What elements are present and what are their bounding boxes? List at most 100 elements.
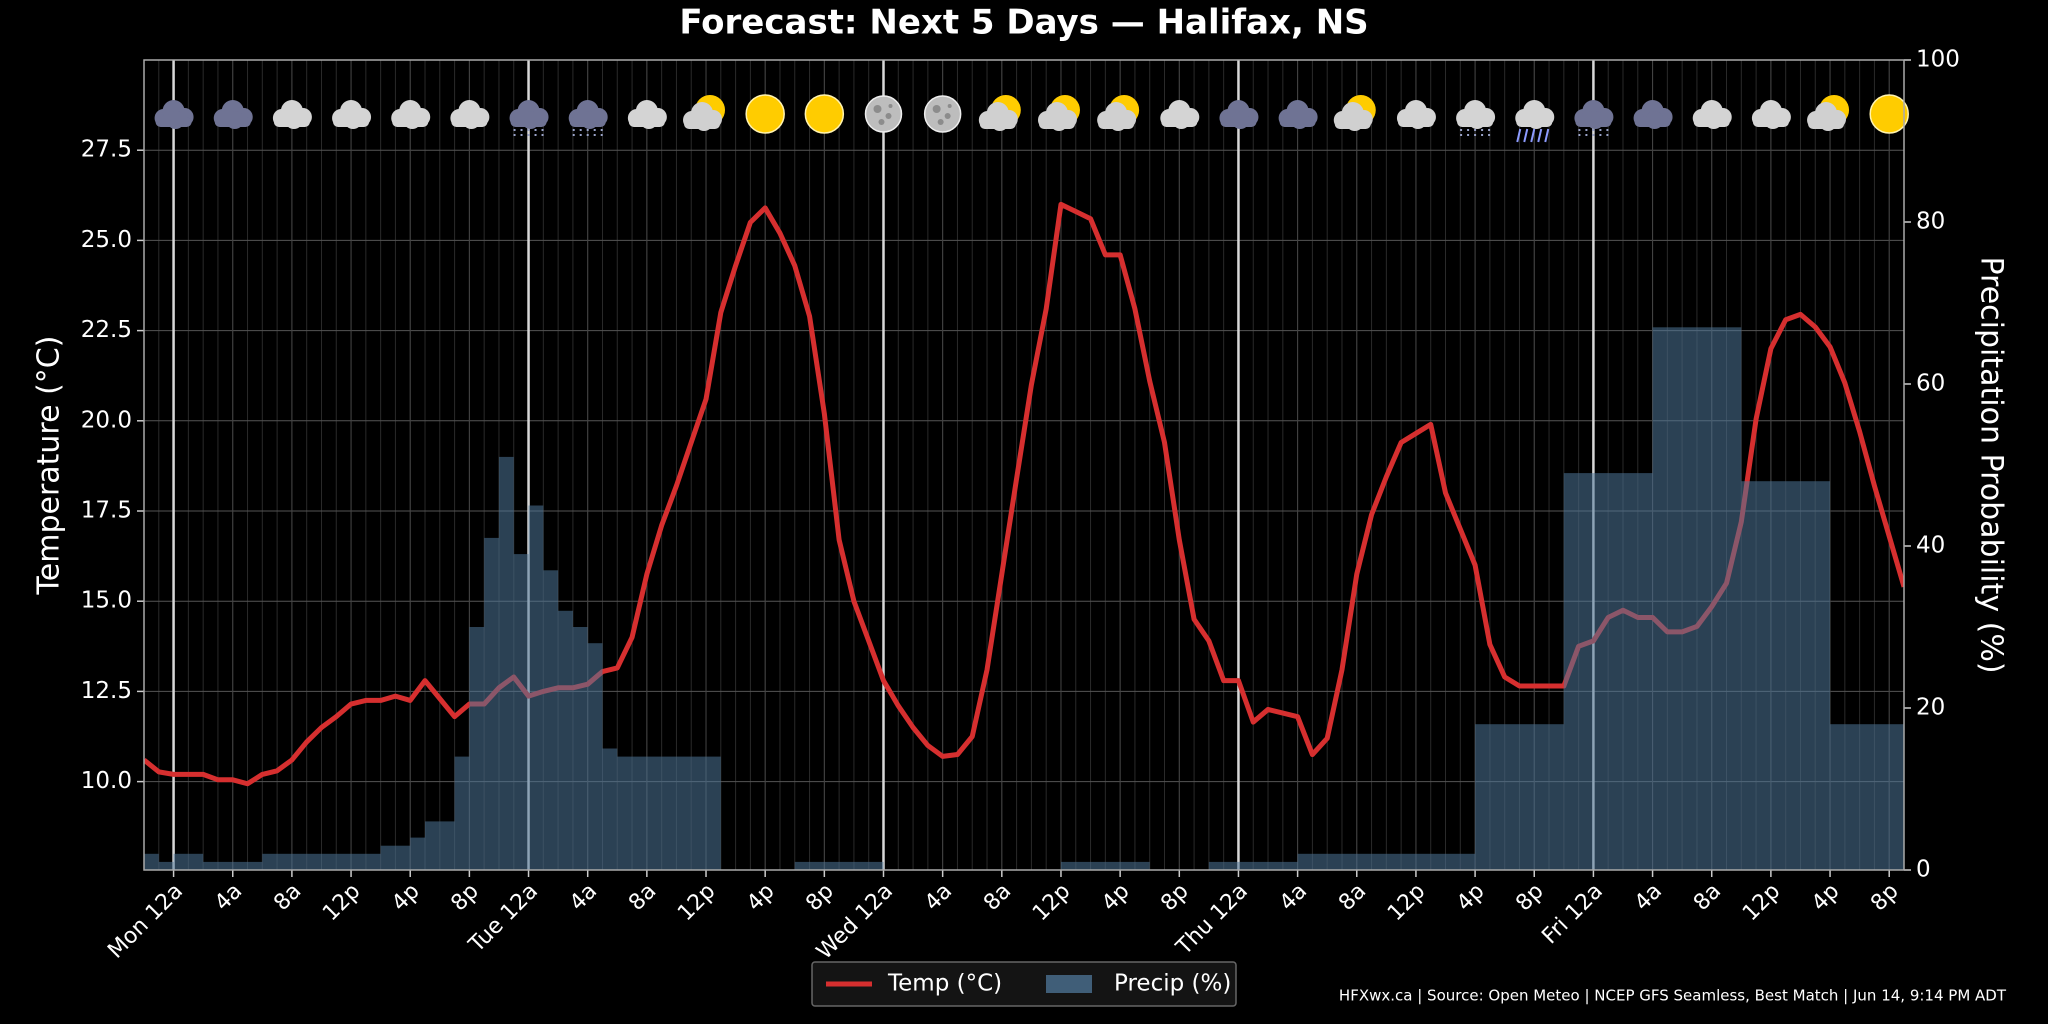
precip-bar [1105,861,1121,870]
cloud-base [1161,117,1198,127]
plot-frame [143,59,1905,871]
precip-bar [321,853,337,870]
crater [878,119,885,125]
precip-bar [1756,481,1771,870]
precip-bar [794,861,810,870]
weather-icon [1869,94,1909,134]
y2-tick-label: 100 [1916,47,1960,73]
precip-bar [868,861,884,870]
legend-swatch-bar [1046,975,1092,993]
cloud-base [214,117,251,127]
precip-bar [1682,327,1697,870]
weather-icon [1807,95,1850,131]
precip-bar [291,853,307,870]
precip-bar [1282,861,1298,870]
weather-icon [391,100,431,129]
cloud-base [1457,117,1494,127]
precip-bar [1637,473,1653,870]
y-axis-label: Temperature (°C) [32,336,67,596]
rain-drop [1523,128,1529,143]
weather-icon [627,100,667,129]
sun [745,94,785,134]
legend: Temp (°C) Precip (%) [811,961,1237,1007]
precip-bar [661,756,677,870]
precip-bar [1430,853,1446,870]
cloud-base [684,119,721,129]
weather-icon [568,100,608,138]
legend-label: Temp (°C) [887,971,1002,997]
precip-bar [232,861,248,870]
precip-bar [1578,473,1594,870]
cloud-base [1752,117,1789,127]
weather-icon [332,100,372,129]
y-tick-label: 27.5 [81,137,132,163]
weather-icon [1751,100,1791,129]
precip-bar [1386,853,1402,870]
sun [1869,94,1909,134]
precip-bar [1208,861,1224,870]
precip-bar [1785,481,1801,870]
precip-bar [1815,481,1831,870]
weather-icon [804,94,845,134]
weather-icon [1574,100,1614,138]
precip-bar [1120,861,1135,870]
weather-icon [1219,100,1259,129]
rain-drop [1537,128,1543,143]
precip-bar [1519,724,1535,870]
weather-icon [1633,100,1673,129]
weather-icon [1692,100,1732,129]
precip-bar [425,821,440,870]
precip-bar [498,456,514,870]
precip-bar [587,643,603,870]
cloud-base [510,117,547,127]
y-tick-label: 10.0 [81,768,132,794]
chart-title: Forecast: Next 5 Days — Halifax, NS [679,3,1368,43]
crater [932,105,941,113]
precip-bar [1445,853,1461,870]
weather-icon [1333,95,1376,131]
precip-bar [853,861,869,870]
precip-bar [484,537,499,870]
precip-bar [1297,853,1313,870]
precip-bar [617,756,633,870]
marks-layer [144,201,1904,870]
cloud-base [451,117,488,127]
precip-bar [217,861,233,870]
source-note: HFXwx.ca | Source: Open Meteo | NCEP GFS… [1339,987,2007,1005]
cloud-base [628,117,665,127]
precip-bar [469,627,485,870]
precip-bar [1696,327,1712,870]
precip-bar [1770,481,1786,870]
rain-drop [1530,128,1536,143]
moon [864,95,903,133]
weather-icon [1456,100,1496,138]
cloud-base [1397,117,1434,127]
cloud-base [392,117,429,127]
precip-bar [1090,861,1106,870]
precip-bar [1504,724,1520,870]
cloud-base [1098,119,1135,129]
sun [804,94,845,134]
weather-icon [864,95,903,133]
precip-bar [1134,861,1150,870]
crater [944,113,951,119]
weather-icon [1097,95,1140,131]
precip-bar [809,861,825,870]
y-tick-label: 17.5 [81,498,132,524]
crater [947,104,952,108]
legend-box [811,961,1237,1007]
precip-bar [1415,853,1431,870]
precip-bar [306,853,322,870]
crater [885,113,892,119]
precip-bar [1800,481,1816,870]
precip-bar [1652,327,1668,870]
y-tick-label: 22.5 [81,317,132,343]
precip-bar [1475,724,1490,870]
y2-tick-label: 20 [1916,695,1945,721]
precip-bar [262,853,278,870]
rain-drop [1516,128,1522,143]
weather-icons [154,94,1909,143]
y2-tick-label: 40 [1916,533,1945,559]
